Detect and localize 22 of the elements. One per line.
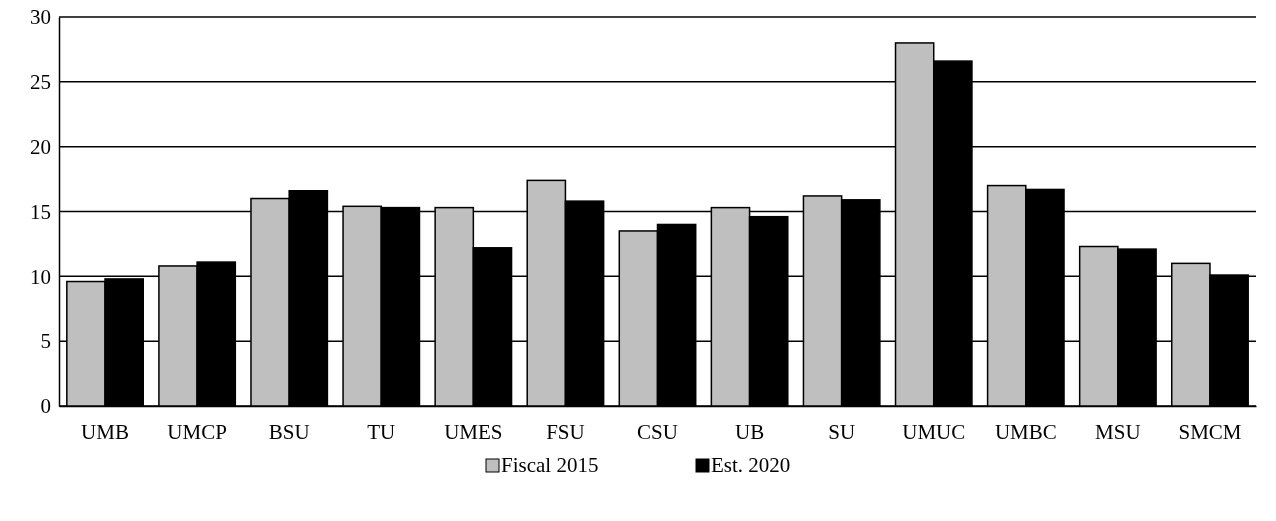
x-tick-label: UB <box>734 419 765 444</box>
y-tick-label: 20 <box>30 134 51 159</box>
legend-label: Est. 2020 <box>711 453 791 477</box>
x-tick-label: UMBC <box>994 419 1057 444</box>
y-tick-label: 10 <box>30 264 51 289</box>
x-tick-label: UMB <box>81 419 129 444</box>
x-tick-label: TU <box>367 419 396 444</box>
x-tick-label: FSU <box>546 419 585 444</box>
x-tick-label: UMCP <box>167 419 227 444</box>
x-tick-label: MSU <box>1095 419 1141 444</box>
x-tick-label: SU <box>828 419 856 444</box>
y-tick-label: 15 <box>30 199 51 224</box>
x-tick-label: UMUC <box>902 419 966 444</box>
x-tick-label: BSU <box>268 419 310 444</box>
x-tick-label: CSU <box>637 419 678 444</box>
y-tick-label: 25 <box>30 70 51 95</box>
legend-label: Fiscal 2015 <box>501 453 599 477</box>
x-tick-label: UMES <box>444 419 503 444</box>
y-tick-label: 5 <box>40 329 51 354</box>
x-tick-label: SMCM <box>1178 419 1242 444</box>
y-tick-label: 0 <box>40 394 51 419</box>
y-tick-label: 30 <box>30 5 51 30</box>
